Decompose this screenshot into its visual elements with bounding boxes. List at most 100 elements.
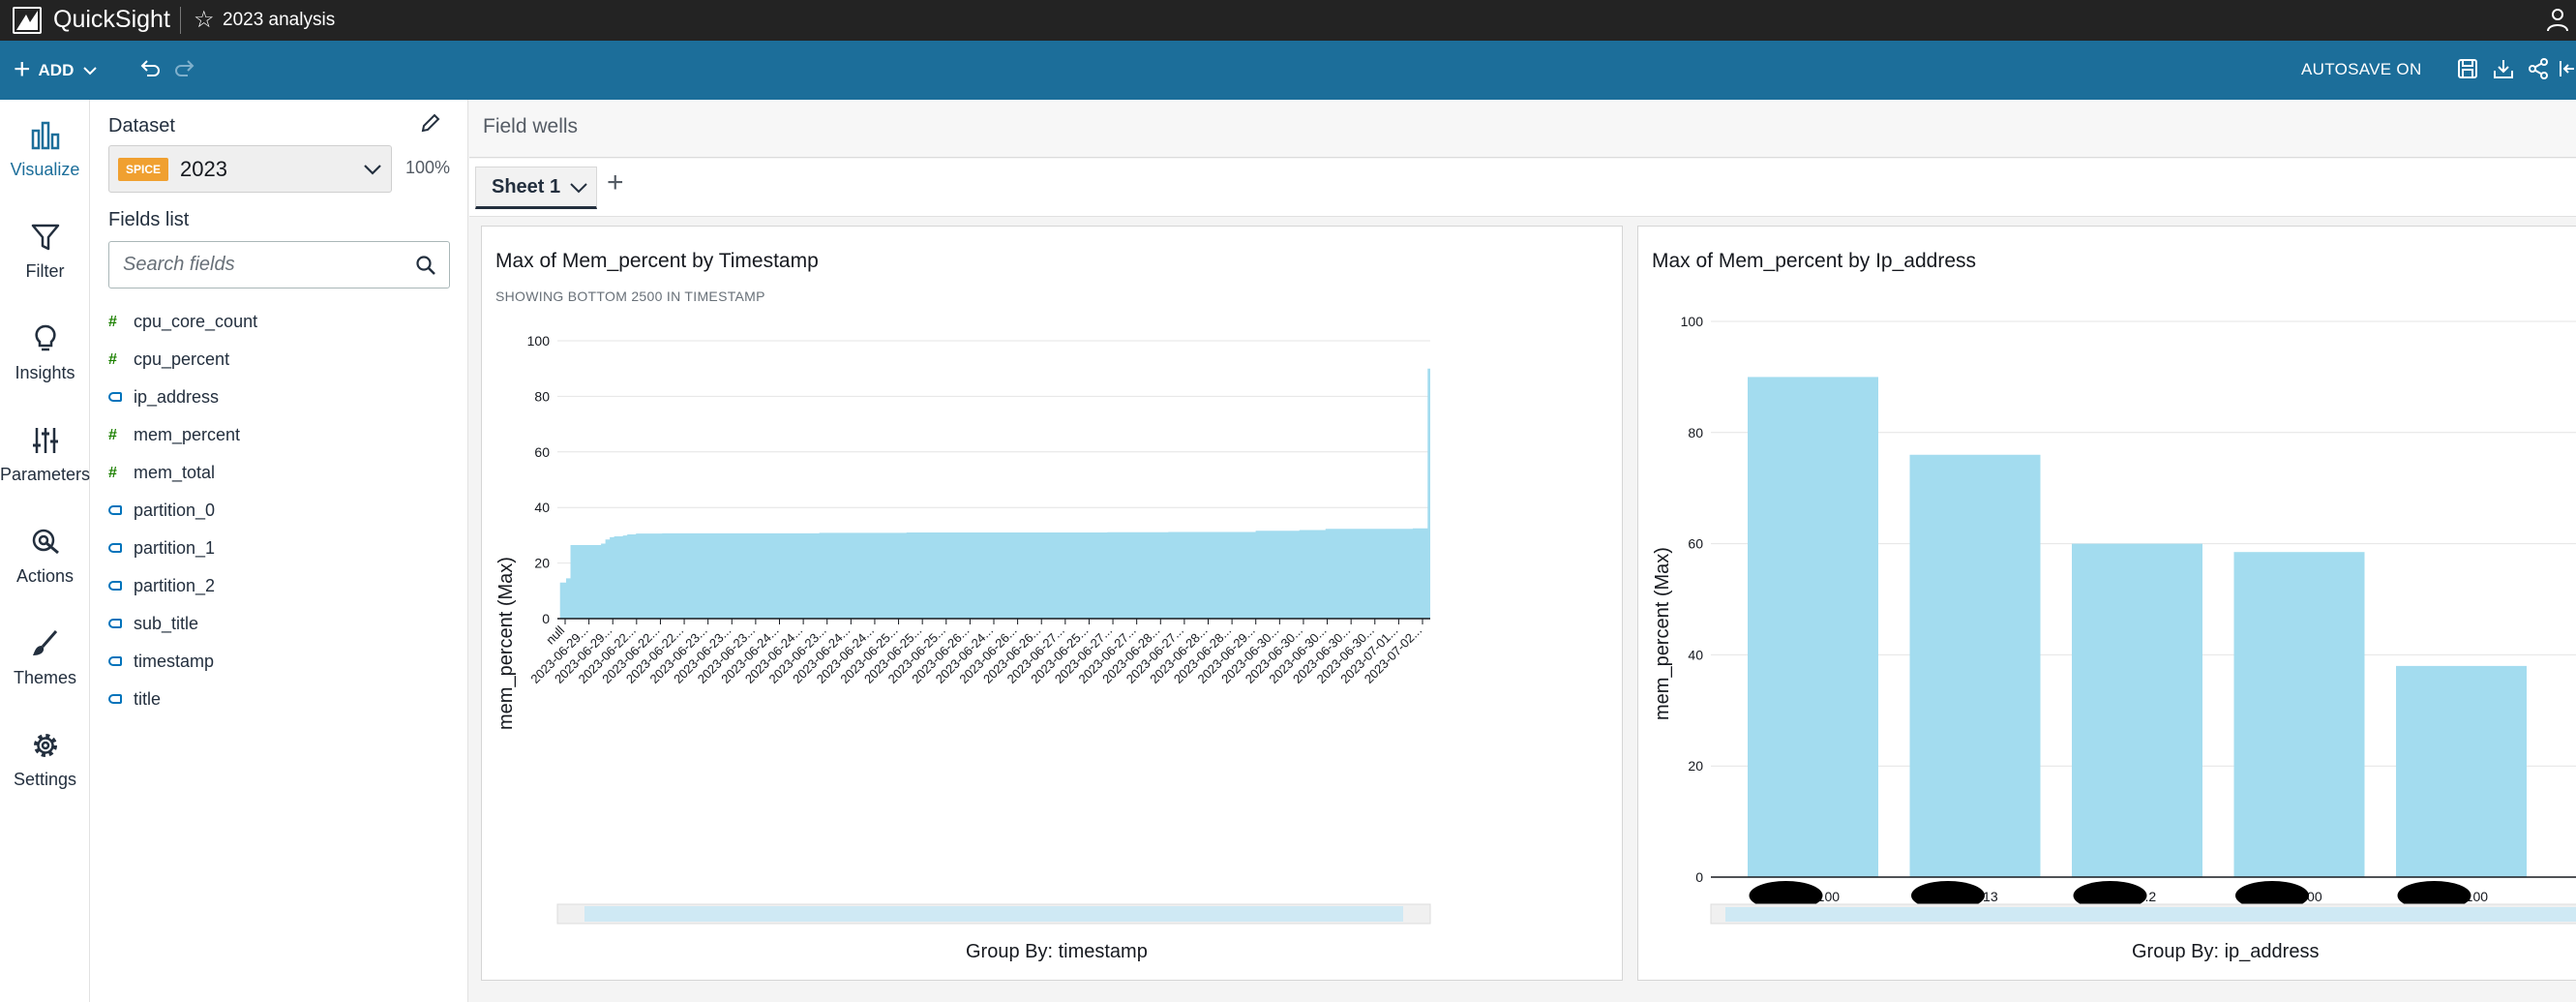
fields-panel: Dataset SPICE 2023 100% Fields list # cpu…	[90, 100, 468, 1002]
rail-item-settings[interactable]: Settings	[0, 729, 90, 816]
field-name: partition_0	[134, 501, 216, 520]
field-name: timestamp	[134, 652, 215, 671]
toolbar: + ADD AUTOSAVE ON	[0, 41, 2576, 100]
add-button-label: ADD	[38, 61, 75, 79]
measure-hash-icon: #	[108, 464, 117, 481]
rail-item-actions[interactable]: Actions	[0, 526, 90, 613]
user-icon[interactable]	[2545, 6, 2570, 33]
rail-item-visualize[interactable]: Visualize	[0, 119, 90, 206]
rail-label: Insights	[15, 363, 75, 382]
x-scrollbar-thumb	[1725, 907, 2576, 922]
tab-sheet-1[interactable]: Sheet 1	[475, 167, 597, 209]
rail-item-filter[interactable]: Filter	[0, 221, 90, 308]
field-item-cpu-percent[interactable]: # cpu_percent	[108, 341, 450, 379]
rail-label: Actions	[15, 566, 75, 586]
field-item-sub-title[interactable]: sub_title	[108, 605, 450, 643]
y-tick-label: 60	[1688, 536, 1703, 552]
field-name: partition_2	[134, 576, 216, 595]
chevron-down-icon[interactable]	[569, 179, 588, 197]
add-sheet-button[interactable]: +	[607, 167, 624, 198]
y-tick-label: 40	[534, 500, 550, 515]
divider	[180, 7, 181, 34]
fields-list-heading: Fields list	[108, 209, 190, 230]
autosave-toggle[interactable]: AUTOSAVE ON	[2301, 60, 2422, 78]
dimension-tag-icon	[108, 578, 134, 595]
rail-label: Visualize	[10, 160, 80, 179]
field-name: cpu_core_count	[134, 312, 258, 331]
bar	[2233, 552, 2365, 877]
field-item-timestamp[interactable]: timestamp	[108, 643, 450, 681]
chevron-down-icon	[364, 165, 381, 175]
y-tick-label: 20	[1688, 758, 1703, 774]
redaction-mark	[2397, 881, 2471, 910]
bar	[2072, 543, 2202, 877]
redaction-mark	[2235, 881, 2309, 910]
field-item-partition-1[interactable]: partition_1	[108, 530, 450, 567]
top-bar: QuickSight ☆ 2023 analysis	[0, 0, 2576, 41]
field-name: mem_total	[134, 463, 216, 482]
visual-subtitle: SHOWING BOTTOM 2500 IN TIMESTAMP	[495, 288, 765, 304]
export-icon[interactable]	[2492, 57, 2515, 80]
edit-dataset-icon[interactable]	[419, 111, 442, 135]
quicksight-logo-icon[interactable]	[13, 7, 42, 34]
dimension-tag-icon	[108, 616, 134, 633]
search-fields-input[interactable]	[121, 251, 402, 278]
star-icon[interactable]: ☆	[194, 7, 215, 33]
field-item-mem-total[interactable]: # mem_total	[108, 454, 450, 492]
data-series-area	[557, 368, 1430, 619]
x-scrollbar-thumb	[584, 906, 1403, 922]
y-tick-label: 60	[534, 444, 550, 460]
app-name[interactable]: QuickSight	[53, 6, 170, 33]
gear-icon	[33, 734, 57, 757]
field-name: ip_address	[134, 387, 220, 407]
bar-chart-icon	[31, 121, 59, 150]
rail-label: Parameters	[0, 465, 91, 484]
field-item-partition-2[interactable]: partition_2	[108, 567, 450, 605]
chart-area-timestamp: 020406080100null2023-06-29...2023-06-29.…	[527, 333, 1431, 925]
redo-icon[interactable]	[172, 56, 197, 81]
group-by-label: Group By: ip_address	[2132, 941, 2320, 962]
visual-title: Max of Mem_percent by Ip_address	[1652, 250, 1976, 272]
share-icon[interactable]	[2527, 57, 2550, 80]
bar	[1909, 454, 2041, 877]
save-icon[interactable]	[2456, 57, 2479, 80]
field-name: mem_percent	[134, 425, 241, 444]
analysis-canvas: Field wells Sheet 1 + Max of Mem_percent…	[469, 100, 2576, 1002]
field-item-mem-percent[interactable]: # mem_percent	[108, 416, 450, 454]
rail-label: Settings	[13, 770, 77, 789]
field-item-cpu-core-count[interactable]: # cpu_core_count	[108, 303, 450, 341]
group-by-label: Group By: timestamp	[966, 941, 1148, 962]
y-tick-label: 100	[527, 333, 551, 349]
y-tick-label: 100	[1681, 314, 1704, 329]
collapse-panel-icon[interactable]	[2559, 57, 2576, 80]
search-icon[interactable]	[414, 254, 437, 277]
field-item-partition-0[interactable]: partition_0	[108, 492, 450, 530]
undo-icon[interactable]	[137, 56, 163, 81]
rail-item-themes[interactable]: Themes	[0, 627, 90, 714]
analysis-title[interactable]: 2023 analysis	[223, 10, 336, 30]
field-item-title[interactable]: title	[108, 681, 450, 718]
field-name: title	[134, 689, 162, 709]
chevron-down-icon	[83, 67, 98, 76]
bar	[2396, 665, 2527, 877]
dataset-select[interactable]: SPICE 2023	[108, 145, 392, 193]
field-name: sub_title	[134, 614, 199, 633]
rail-label: Filter	[25, 261, 65, 281]
visual-mem-percent-by-timestamp[interactable]: Max of Mem_percent by Timestamp SHOWING …	[481, 226, 1623, 981]
rail-item-insights[interactable]: Insights	[0, 322, 90, 410]
dimension-tag-icon	[108, 502, 134, 520]
redaction-mark	[1749, 881, 1823, 910]
rail-item-parameters[interactable]: Parameters	[0, 424, 90, 511]
field-item-ip-address[interactable]: ip_address	[108, 379, 450, 416]
y-tick-label: 80	[1688, 425, 1703, 440]
redaction-mark	[1911, 881, 1985, 910]
dimension-tag-icon	[108, 540, 134, 558]
dimension-tag-icon	[108, 653, 134, 671]
field-name: cpu_percent	[134, 349, 230, 369]
visual-mem-percent-by-ip-address[interactable]: Max of Mem_percent by Ip_address mem_per…	[1637, 226, 2576, 981]
brush-icon	[32, 630, 57, 655]
field-wells-bar[interactable]: Field wells	[469, 100, 2576, 158]
y-tick-label: 0	[542, 611, 550, 626]
add-button[interactable]: + ADD	[14, 54, 98, 87]
